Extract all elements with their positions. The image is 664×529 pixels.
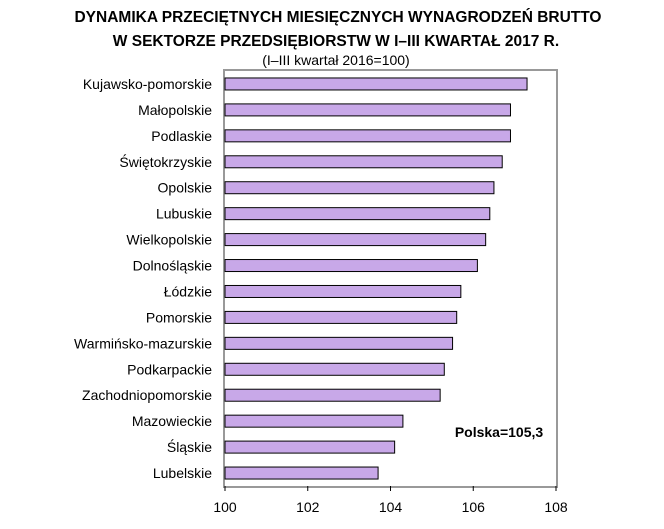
x-axis: 100 102 104 106 108 <box>213 486 568 515</box>
bar <box>224 207 491 221</box>
bar <box>224 414 404 428</box>
category-labels: Kujawsko-pomorskie Małopolskie Podlaskie Św… <box>74 76 212 481</box>
category-label: Mazowieckie <box>132 413 212 429</box>
bar <box>224 259 478 273</box>
bar <box>224 129 511 143</box>
category-label: Opolskie <box>158 180 213 196</box>
category-label: Podlaskie <box>151 128 212 144</box>
bar <box>224 155 503 169</box>
bar <box>224 284 462 298</box>
category-label: Wielkopolskie <box>126 232 212 248</box>
category-label: Lubelskie <box>153 465 212 481</box>
bar <box>224 336 454 350</box>
category-label: Łódzkie <box>164 283 212 299</box>
category-label: Kujawsko-pomorskie <box>83 76 212 92</box>
x-tick-label: 108 <box>544 499 568 515</box>
category-label: Zachodniopomorskie <box>82 387 212 403</box>
bar <box>224 362 445 376</box>
chart-subtitle: (I–III kwartał 2016=100) <box>262 52 409 68</box>
category-label: Pomorskie <box>146 309 212 325</box>
bar <box>224 440 396 454</box>
x-tick-label: 104 <box>379 499 403 515</box>
category-label: Dolnośląskie <box>133 258 213 274</box>
category-label: Podkarpackie <box>127 361 212 377</box>
bar <box>224 77 528 91</box>
category-label: Śląskie <box>167 438 212 455</box>
bar <box>224 388 441 402</box>
bar <box>224 103 511 117</box>
bar <box>224 181 495 195</box>
bar <box>224 466 379 480</box>
chart-title-line2: W SEKTORZE PRZEDSIĘBIORSTW W I–III KWART… <box>113 33 559 50</box>
x-tick-label: 102 <box>296 499 320 515</box>
x-tick-label: 106 <box>462 499 486 515</box>
category-label: Lubuskie <box>156 206 212 222</box>
category-label: Świętokrzyskie <box>119 153 212 170</box>
bar <box>224 310 458 324</box>
bar <box>224 233 487 247</box>
bars-group <box>224 77 528 480</box>
annotation-polska: Polska=105,3 <box>455 424 544 440</box>
category-label: Warmińsko-mazurskie <box>74 335 212 351</box>
category-label: Małopolskie <box>138 102 212 118</box>
chart-title: DYNAMIKA PRZECIĘTNYCH MIESIĘCZNYCH WYNAG… <box>74 9 601 26</box>
x-tick-label: 100 <box>213 499 237 515</box>
